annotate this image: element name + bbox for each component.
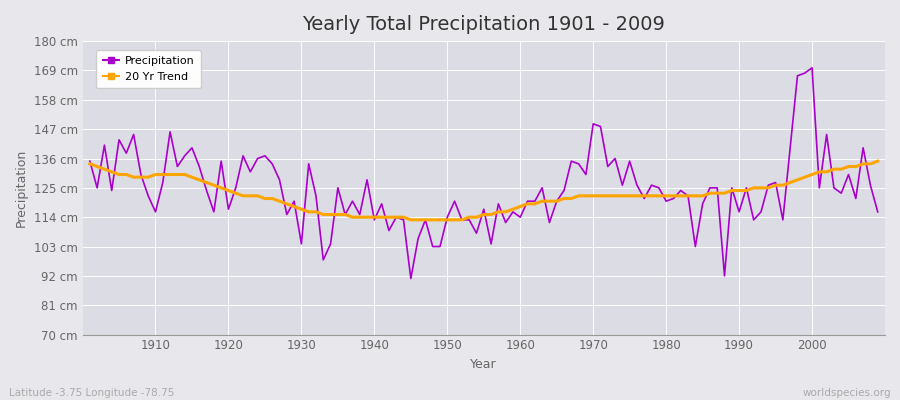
X-axis label: Year: Year [471, 358, 497, 371]
Legend: Precipitation, 20 Yr Trend: Precipitation, 20 Yr Trend [96, 50, 202, 88]
Y-axis label: Precipitation: Precipitation [15, 149, 28, 227]
Text: worldspecies.org: worldspecies.org [803, 388, 891, 398]
Title: Yearly Total Precipitation 1901 - 2009: Yearly Total Precipitation 1901 - 2009 [302, 15, 665, 34]
Text: Latitude -3.75 Longitude -78.75: Latitude -3.75 Longitude -78.75 [9, 388, 175, 398]
